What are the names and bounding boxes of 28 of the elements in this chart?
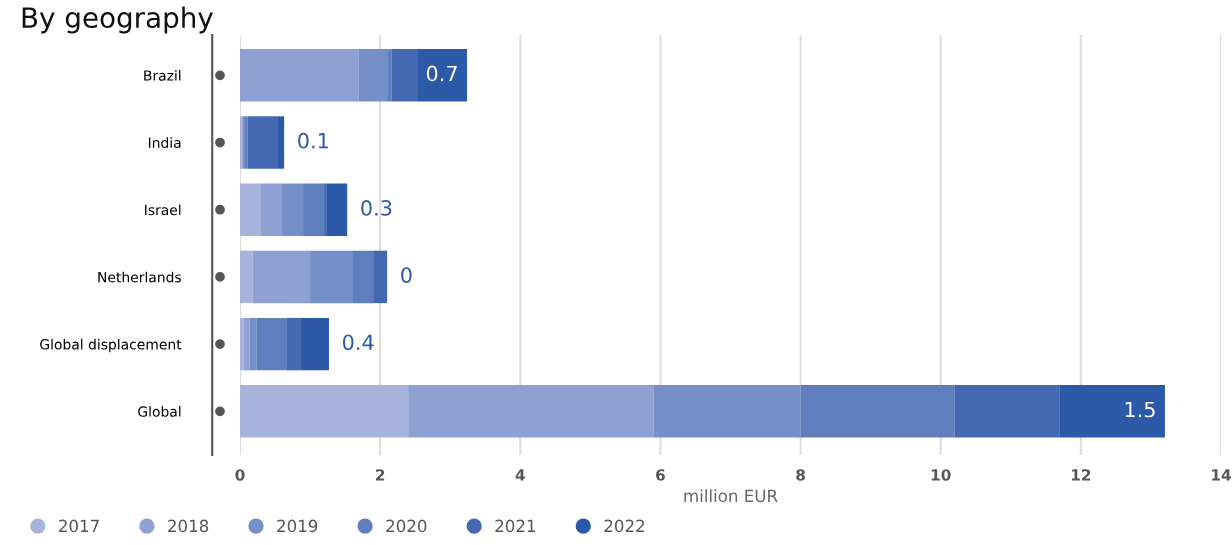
x-tick-label: 4 [515,469,525,481]
data-label: 0.7 [426,65,457,82]
x-tick-label: 12 [1071,469,1091,481]
y-tick-label: Global [138,406,181,417]
x-tick-label: 8 [796,469,805,481]
data-label: 0.3 [361,200,392,216]
y-tick-label: Brazil [144,70,181,81]
data-label: 0.4 [342,334,374,351]
x-tick-label: 14 [1212,469,1231,481]
y-tick-label: Netherlands [98,271,181,283]
legend-label: 2022 [604,519,644,533]
x-tick-label: 10 [931,469,951,481]
y-tick-label: Israel [145,204,181,216]
x-tick-label: 2 [376,469,385,481]
legend-label: 2019 [277,519,318,533]
x-tick-label: 6 [656,469,665,481]
legend-label: 2018 [168,519,209,533]
legend-label: 2017 [59,519,99,533]
chart-title: By geography [22,6,213,34]
y-tick-label: India [148,137,181,148]
x-tick-label: 0 [235,469,245,481]
legend-label: 2021 [495,519,536,533]
data-label: 0.1 [298,132,328,149]
x-axis-title: million EUR [684,489,778,503]
data-label: 1.5 [1125,401,1155,418]
y-tick-label: Global displacement [40,338,182,353]
legend-label: 2020 [386,519,427,533]
data-label: 0 [401,267,412,283]
